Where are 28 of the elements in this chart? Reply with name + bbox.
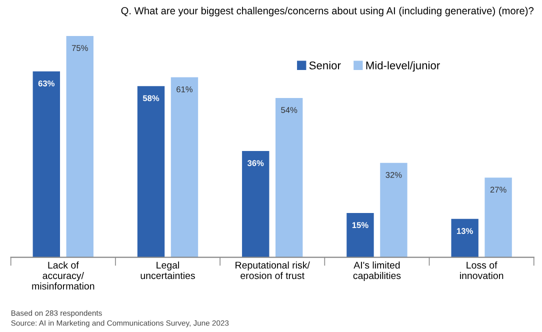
bar [451,218,478,258]
bar [242,151,270,258]
x-tick-label: Reputational risk/ erosion of trust [236,261,310,280]
x-tick-label: AI's limited capabilities [353,261,401,281]
legend-label: Senior [309,61,341,70]
x-tick-label: Lack of accuracy/ misinformation [32,261,94,290]
bar [380,162,408,258]
data-label: 15% [352,222,368,228]
data-label: 54% [281,107,298,113]
data-label: 13% [457,228,473,234]
data-label: 75% [72,45,88,51]
data-label: 63% [38,80,55,86]
bar [32,71,60,258]
data-label: 36% [247,160,264,166]
bar [484,178,512,258]
legend-label: Mid-level/junior [366,61,440,72]
bar [170,77,198,258]
bar [275,98,303,258]
chart-title: Q. What are your biggest challenges/concerns about using AI (including generative) (more)? [121,6,534,16]
data-label: 61% [176,86,193,92]
data-label: 58% [142,95,160,102]
bar [66,36,94,258]
bar [137,86,165,258]
data-label: 27% [490,186,506,193]
data-label: 32% [386,172,402,178]
x-tick-label: Loss of innovation [460,261,504,280]
x-tick-label: Legal uncertainties [140,261,195,280]
bar [346,213,374,258]
